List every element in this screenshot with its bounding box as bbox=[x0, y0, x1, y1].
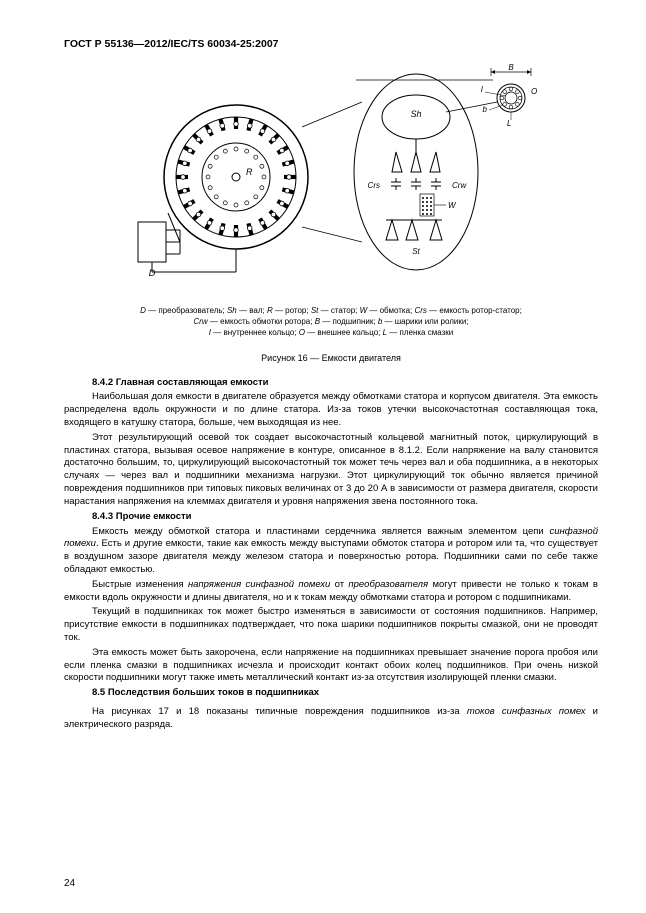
figure-legend: D — преобразователь; Sh — вал; R — ротор… bbox=[64, 305, 598, 339]
heading-8-5: 8.5 Последствия больших токов в подшипни… bbox=[64, 687, 598, 700]
svg-text:St: St bbox=[412, 247, 420, 256]
figure-caption: Рисунок 16 — Емкости двигателя bbox=[64, 353, 598, 363]
figure-svg: RDShCrsCrwWStBIOLb bbox=[116, 62, 546, 292]
paragraph: Емкость между обмоткой статора и пластин… bbox=[64, 526, 598, 577]
standard-header: ГОСТ Р 55136—2012/IEC/TS 60034-25:2007 bbox=[64, 38, 598, 50]
paragraph: Быстрые изменения напряжения синфазной п… bbox=[64, 579, 598, 605]
paragraph: Этот результирующий осевой ток создает в… bbox=[64, 432, 598, 509]
svg-text:Crw: Crw bbox=[452, 181, 467, 190]
svg-text:B: B bbox=[508, 63, 514, 72]
figure-16: RDShCrsCrwWStBIOLb bbox=[64, 62, 598, 297]
svg-text:Crs: Crs bbox=[368, 181, 380, 190]
body-text: 8.4.2 Главная составляющая емкости Наибо… bbox=[64, 377, 598, 732]
paragraph: На рисунках 17 и 18 показаны типичные по… bbox=[64, 706, 598, 732]
svg-text:b: b bbox=[483, 105, 488, 114]
heading-8-4-2: 8.4.2 Главная составляющая емкости bbox=[64, 377, 598, 390]
svg-text:R: R bbox=[246, 167, 253, 177]
svg-text:L: L bbox=[507, 119, 511, 128]
svg-text:O: O bbox=[531, 87, 537, 96]
page-number: 24 bbox=[64, 878, 75, 889]
paragraph: Эта емкость может быть закорочена, если … bbox=[64, 647, 598, 685]
paragraph: Текущий в подшипниках ток может быстро и… bbox=[64, 606, 598, 644]
svg-text:I: I bbox=[481, 85, 484, 94]
svg-text:Sh: Sh bbox=[410, 109, 421, 119]
heading-8-4-3: 8.4.3 Прочие емкости bbox=[64, 511, 598, 524]
paragraph: Наибольшая доля емкости в двигателе обра… bbox=[64, 391, 598, 429]
